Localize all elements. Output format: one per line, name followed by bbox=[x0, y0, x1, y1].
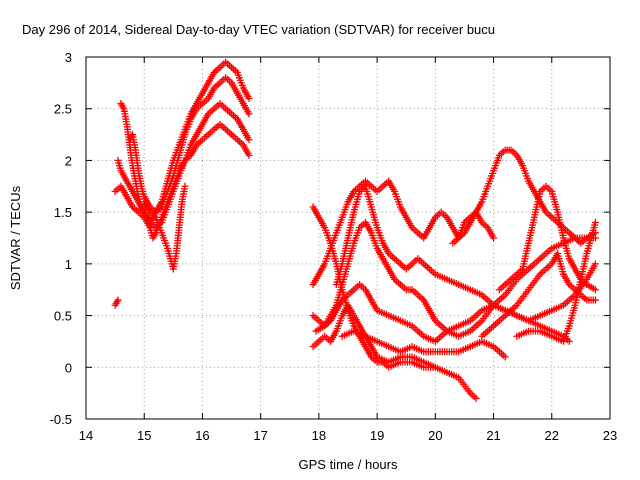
data-point bbox=[245, 136, 253, 144]
y-tick-label: 0.5 bbox=[54, 309, 72, 324]
x-tick-label: 14 bbox=[79, 428, 93, 443]
x-tick-label: 17 bbox=[253, 428, 267, 443]
x-tick-label: 15 bbox=[137, 428, 151, 443]
y-tick-label: 2.5 bbox=[54, 102, 72, 117]
series-track-1 bbox=[111, 296, 122, 309]
data-point bbox=[501, 353, 509, 361]
y-tick-label: 1 bbox=[65, 257, 72, 272]
data-point bbox=[490, 234, 498, 242]
ticks: 14 15 16 17 18 19 20 21 22 23 -0.5 0 0.5 1 1.5 2 2.5 3 bbox=[50, 50, 618, 443]
y-tick-label: 3 bbox=[65, 50, 72, 65]
x-axis-label: GPS time / hours bbox=[299, 457, 398, 472]
series-track-17 bbox=[513, 218, 599, 345]
x-tick-label: 21 bbox=[486, 428, 500, 443]
y-tick-label: 0 bbox=[65, 360, 72, 375]
x-tick-label: 20 bbox=[428, 428, 442, 443]
data-point bbox=[472, 394, 480, 402]
data-point bbox=[245, 151, 253, 159]
plot-frame bbox=[85, 56, 611, 420]
x-tick-label: 19 bbox=[370, 428, 384, 443]
data-point bbox=[431, 363, 439, 371]
data-point bbox=[114, 296, 122, 304]
data-point bbox=[591, 218, 599, 226]
data-point bbox=[591, 296, 599, 304]
series-track-6 bbox=[140, 182, 189, 273]
x-tick-label: 16 bbox=[195, 428, 209, 443]
series-track-8 bbox=[309, 177, 498, 289]
series-track-5 bbox=[126, 74, 253, 216]
chart-title: Day 296 of 2014, Sidereal Day-to-day VTE… bbox=[22, 22, 495, 37]
y-tick-label: -0.5 bbox=[50, 412, 72, 427]
data-point bbox=[591, 260, 599, 268]
data-point bbox=[591, 286, 599, 294]
data-point bbox=[245, 94, 253, 102]
series-track-16 bbox=[495, 182, 599, 294]
series-track-14 bbox=[449, 146, 599, 247]
y-tick-label: 1.5 bbox=[54, 205, 72, 220]
data-marks bbox=[111, 58, 599, 402]
series-track-13 bbox=[338, 327, 509, 361]
x-tick-label: 18 bbox=[312, 428, 326, 443]
data-point bbox=[181, 182, 189, 190]
x-tick-label: 23 bbox=[603, 428, 617, 443]
x-tick-label: 22 bbox=[545, 428, 559, 443]
y-axis-label: SDTVAR / TECUs bbox=[8, 185, 23, 290]
data-point bbox=[245, 110, 253, 118]
y-tick-label: 2 bbox=[65, 153, 72, 168]
